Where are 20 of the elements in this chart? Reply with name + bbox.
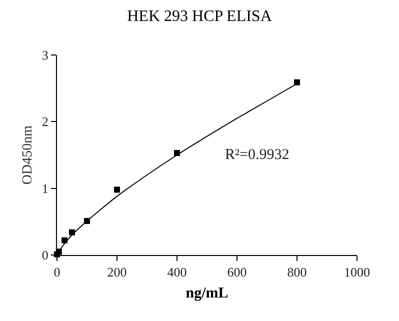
x-tick-label: 200 xyxy=(107,264,127,280)
point xyxy=(294,79,300,86)
x-tick-label: 400 xyxy=(167,264,187,280)
point xyxy=(84,218,90,224)
x-tick-label: 800 xyxy=(287,264,307,280)
x-tick-label: 600 xyxy=(227,264,247,280)
point xyxy=(114,186,120,193)
annotation: R²=0.9932 xyxy=(225,147,290,163)
x-axis-title: ng/mL xyxy=(186,286,228,302)
y-tick-label: 3 xyxy=(42,48,48,63)
y-tick-label: 1 xyxy=(42,180,48,196)
point xyxy=(174,150,180,156)
point xyxy=(62,237,68,244)
x-tick-label: 1000 xyxy=(344,264,370,280)
x-tick-label: 0 xyxy=(54,264,60,280)
y-tick-label: 0 xyxy=(42,248,48,263)
chart-title: HEK 293 HCP ELISA xyxy=(127,8,272,25)
point xyxy=(69,229,75,236)
y-tick-label: 2 xyxy=(42,114,48,130)
y-axis-title: OD450nm xyxy=(20,125,36,185)
